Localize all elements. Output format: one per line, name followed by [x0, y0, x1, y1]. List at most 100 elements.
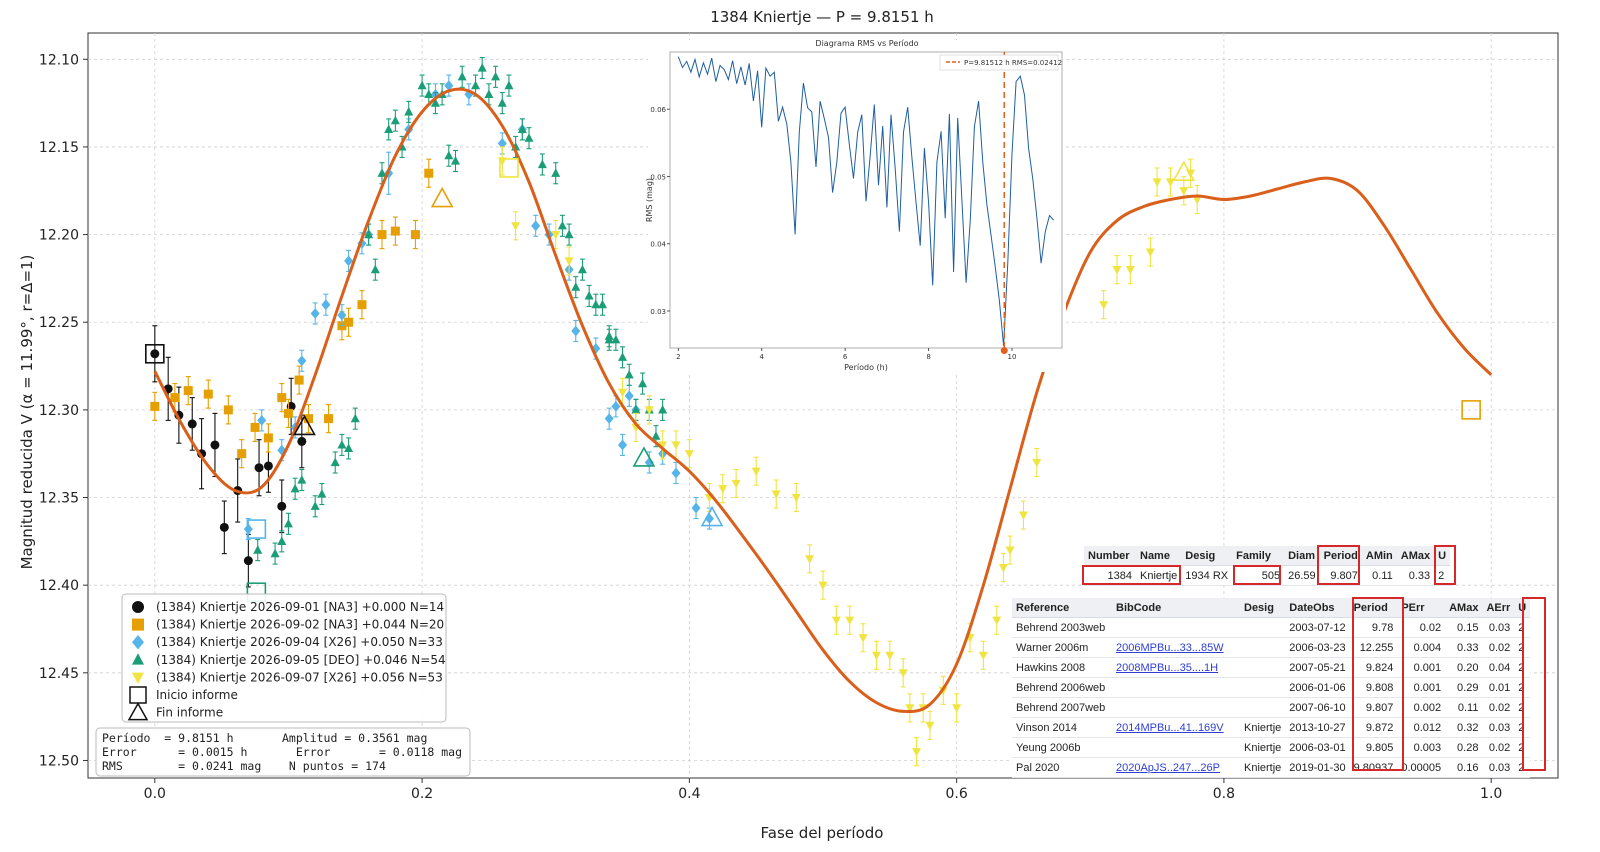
rms-period-inset: Diagrama RMS vs Período 2 4 6 8 10 0.030.040… [645, 39, 1066, 372]
legend-swatch [132, 653, 144, 665]
cell-reference: Behrend 2006web [1012, 677, 1112, 698]
x-tick-label: 0.4 [678, 786, 700, 802]
col-name: Name [1136, 546, 1182, 566]
cell-dateobs: 2019-01-30 [1285, 757, 1350, 778]
cell-desig [1240, 617, 1286, 638]
data-point [357, 300, 367, 310]
data-point [254, 463, 264, 473]
data-point [524, 133, 534, 142]
data-point [905, 704, 915, 713]
cell-reference: Pal 2020 [1012, 757, 1112, 778]
data-point [858, 634, 868, 643]
data-point [1152, 178, 1162, 187]
data-point [1018, 511, 1028, 521]
data-point [491, 71, 501, 81]
reference-row: Behrend 2003web 2003-07-12 9.78 0.02 0.15 0.0… [1012, 617, 1531, 638]
data-point [253, 545, 263, 554]
cell-bibcode: 2020ApJS..247...26P [1112, 757, 1240, 778]
inset-legend-text: P=9.81512 h RMS=0.02412 [964, 59, 1062, 67]
data-point [223, 405, 233, 415]
fit-curve [153, 87, 1493, 714]
cell-amax: 0.15 [1445, 617, 1483, 638]
cell-dateobs: 2003-07-12 [1285, 617, 1350, 638]
data-point [277, 536, 287, 545]
data-point [424, 89, 434, 98]
data-point [771, 490, 781, 499]
cell-amax: 0.32 [1445, 717, 1483, 738]
data-point [604, 334, 614, 344]
data-point [845, 616, 855, 626]
cell-aerr: 0.02 [1482, 637, 1515, 658]
x-tick-label: 0.2 [411, 786, 433, 802]
cell-desig: Kniertje [1240, 757, 1286, 778]
cell-bibcode [1112, 737, 1240, 758]
bibcode-link[interactable]: 2006MPBu...33...85W [1116, 641, 1224, 654]
data-point [304, 414, 313, 424]
x-tick-label: 0.8 [1213, 786, 1235, 802]
report-start-marker [145, 343, 165, 364]
cell-aerr: 0.01 [1482, 677, 1515, 698]
data-point [557, 220, 567, 230]
cell-bibcode: 2006MPBu...33...85W [1112, 637, 1240, 658]
legend-label: Fin informe [156, 706, 223, 720]
data-point [1179, 187, 1189, 196]
cell-perr: 0.001 [1397, 657, 1446, 678]
col-aerr: AErr [1482, 598, 1515, 618]
data-point [310, 501, 320, 510]
data-point [791, 493, 801, 503]
data-point [517, 124, 527, 134]
inset-y-label: RMS (mag) [645, 178, 654, 222]
reference-row: Hawkins 2008 2008MPBu...35....1H 2007-05-2… [1012, 657, 1531, 678]
data-point [390, 115, 400, 125]
data-point [263, 461, 273, 471]
legend-label: (1384) Kniertje 2026-09-05 [DEO] +0.046 … [156, 653, 446, 667]
data-point [831, 616, 841, 626]
data-point [684, 450, 694, 459]
data-point [243, 523, 253, 535]
cell-u: 2 [1434, 565, 1451, 586]
cell-perr: 0.00005 [1397, 757, 1446, 778]
col-desig: Desig [1181, 546, 1233, 566]
report-start-marker [246, 519, 267, 539]
cell-reference: Vinson 2014 [1012, 717, 1112, 738]
bibcode-link[interactable]: 2020ApJS..247...26P [1116, 761, 1220, 774]
cell-u: 2 [1514, 617, 1531, 638]
cell-bibcode [1112, 617, 1240, 638]
cell-perr: 0.004 [1397, 637, 1446, 658]
cell-aerr: 0.03 [1482, 617, 1515, 638]
cell-u: 2 [1514, 717, 1531, 738]
data-point [611, 400, 621, 412]
data-point [591, 299, 601, 309]
legend-label: Inicio informe [156, 688, 238, 702]
data-point [330, 457, 340, 467]
data-point [658, 441, 668, 450]
cell-reference: Behrend 2003web [1012, 617, 1112, 638]
cell-aerr: 0.02 [1482, 697, 1515, 718]
data-point [377, 168, 387, 177]
reference-row: Vinson 2014 2014MPBu...41..169V Kniertje 20… [1012, 717, 1531, 738]
cell-perr: 0.002 [1397, 697, 1446, 718]
data-point [818, 581, 828, 591]
data-point [651, 431, 661, 440]
inset-y-tick-label: 0.05 [650, 173, 666, 181]
data-point [297, 436, 307, 446]
cell-desig: Kniertje [1240, 717, 1286, 738]
data-point [992, 616, 1002, 626]
data-point [277, 393, 287, 403]
data-point [237, 449, 247, 459]
cell-amax: 0.11 [1445, 697, 1483, 718]
data-point [344, 255, 354, 267]
report-end-marker [293, 414, 316, 436]
data-point [618, 352, 628, 361]
data-point [294, 375, 304, 385]
bibcode-link[interactable]: 2008MPBu...35....1H [1116, 661, 1219, 674]
stats-box: Período = 9.8151 h Amplitud = 0.3561 mag… [95, 727, 471, 777]
data-point [598, 299, 607, 309]
bibcode-link[interactable]: 2014MPBu...41..169V [1116, 721, 1224, 734]
cell-period: 9.80937 [1349, 757, 1398, 778]
inset-background [648, 40, 1066, 372]
data-point [219, 522, 229, 532]
col-bibcode: BibCode [1112, 598, 1240, 618]
y-tick-label: 12.35 [39, 491, 79, 507]
cell-aerr: 0.03 [1482, 717, 1515, 738]
